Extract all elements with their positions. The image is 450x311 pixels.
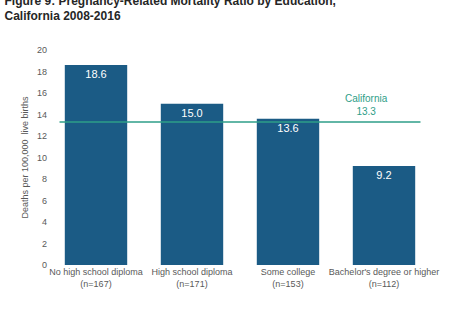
svg-text:2: 2: [42, 239, 47, 249]
svg-text:10: 10: [37, 153, 47, 163]
svg-text:15.0: 15.0: [181, 107, 202, 119]
svg-text:California13.3: California13.3: [345, 93, 388, 117]
svg-text:12: 12: [37, 131, 47, 141]
svg-text:0: 0: [42, 260, 47, 270]
svg-text:Some college(n=153): Some college(n=153): [261, 267, 316, 289]
svg-text:13.6: 13.6: [277, 122, 298, 134]
svg-text:14: 14: [37, 110, 47, 120]
svg-text:9.2: 9.2: [376, 169, 391, 181]
svg-text:20: 20: [37, 45, 47, 55]
svg-text:4: 4: [42, 217, 47, 227]
svg-text:6: 6: [42, 196, 47, 206]
svg-text:16: 16: [37, 88, 47, 98]
svg-text:Deaths per 100,000 live birth: Deaths per 100,000 live births: [20, 96, 30, 219]
svg-text:18.6: 18.6: [85, 68, 106, 80]
svg-text:18: 18: [37, 67, 47, 77]
svg-text:8: 8: [42, 174, 47, 184]
svg-text:Figure 9: Pregnancy-Related Mo: Figure 9: Pregnancy-Related Mortality Ra…: [5, 0, 336, 23]
svg-text:No high school diploma(n=167): No high school diploma(n=167): [49, 267, 143, 289]
svg-text:Bachelor's degree or higher(n=: Bachelor's degree or higher(n=112): [329, 267, 439, 289]
svg-text:High school diploma(n=171): High school diploma(n=171): [151, 267, 232, 289]
